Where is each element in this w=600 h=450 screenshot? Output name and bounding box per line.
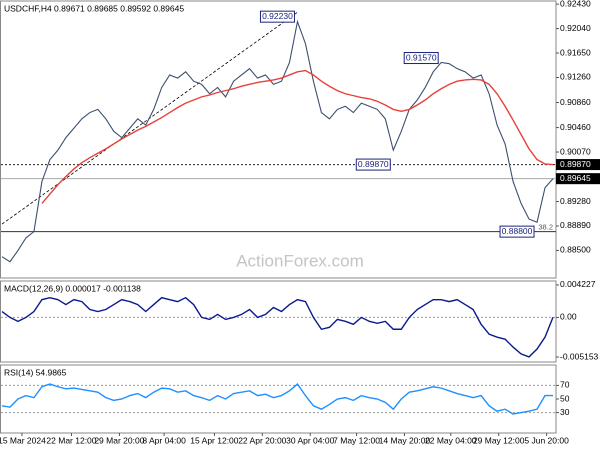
y-tick-label: 0.90460 bbox=[560, 122, 591, 132]
x-tick-label: 29 May 12:00 bbox=[473, 435, 525, 445]
price-label-box bbox=[556, 159, 600, 171]
panel-frame bbox=[0, 280, 557, 363]
y-tick-label: 0.88500 bbox=[560, 245, 591, 255]
y-tick-label: 0.90070 bbox=[560, 146, 591, 156]
y-tick-label: 0.91260 bbox=[560, 72, 591, 82]
y-tick-label: 70 bbox=[560, 380, 570, 390]
series-line bbox=[1, 383, 554, 415]
x-tick-label: 7 May 12:00 bbox=[333, 435, 380, 445]
y-tick-label: -0.005153 bbox=[560, 351, 599, 361]
level-text: 38.2 bbox=[538, 223, 553, 232]
annotation-label: 0.89870 bbox=[358, 159, 389, 169]
y-tick-label: 0.00 bbox=[560, 312, 577, 322]
x-tick-label: 22 Mar 12:00 bbox=[46, 435, 96, 445]
panel-title: RSI(14) 54.9865 bbox=[4, 367, 67, 377]
y-tick-label: 0.89280 bbox=[560, 196, 591, 206]
watermark: ActionForex.com bbox=[236, 251, 364, 270]
annotation-box bbox=[259, 10, 295, 23]
panel-frame bbox=[0, 364, 557, 434]
annotation-label: 0.92230 bbox=[262, 11, 293, 21]
x-tick-label: 5 Jun 20:00 bbox=[524, 435, 569, 445]
y-tick-label: 30 bbox=[560, 407, 570, 417]
y-tick-label: 50 bbox=[560, 393, 570, 403]
series-line bbox=[1, 296, 554, 358]
annotation-box bbox=[355, 158, 391, 171]
annotation-label: 0.88800 bbox=[502, 226, 533, 236]
y-tick-label: 0.88890 bbox=[560, 220, 591, 230]
x-tick-label: 30 Apr 04:00 bbox=[286, 435, 334, 445]
x-tick-label: 22 Apr 20:00 bbox=[238, 435, 286, 445]
x-tick-label: 15 Mar 2024 bbox=[0, 435, 46, 445]
x-tick-label: 15 Apr 12:00 bbox=[190, 435, 238, 445]
series-line bbox=[41, 69, 554, 204]
y-tick-label: 0.92430 bbox=[560, 0, 591, 8]
annotation-box bbox=[403, 52, 439, 65]
x-tick-label: 22 May 04:00 bbox=[425, 435, 477, 445]
panel-title: USDCHF,H4 0.89671 0.89685 0.89592 0.8964… bbox=[4, 3, 184, 13]
y-tick-label: 0.90860 bbox=[560, 97, 591, 107]
y-tick-label: 0.92040 bbox=[560, 23, 591, 33]
annotation-box bbox=[499, 225, 535, 238]
y-tick-label: 0.91650 bbox=[560, 47, 591, 57]
x-tick-label: 8 Apr 04:00 bbox=[142, 435, 186, 445]
x-tick-label: 14 May 20:00 bbox=[379, 435, 431, 445]
panel-title: MACD(12,26,9) 0.000017 -0.001138 bbox=[4, 283, 141, 293]
panel-frame bbox=[0, 0, 557, 279]
y-tick-label: 0.004227 bbox=[560, 279, 596, 289]
series-line bbox=[1, 19, 554, 263]
price-label: 0.89870 bbox=[560, 159, 591, 169]
annotation-label: 0.91570 bbox=[406, 52, 437, 62]
x-tick-label: 29 Mar 20:00 bbox=[94, 435, 144, 445]
price-label-box bbox=[556, 173, 600, 185]
price-label: 0.89645 bbox=[560, 173, 591, 183]
